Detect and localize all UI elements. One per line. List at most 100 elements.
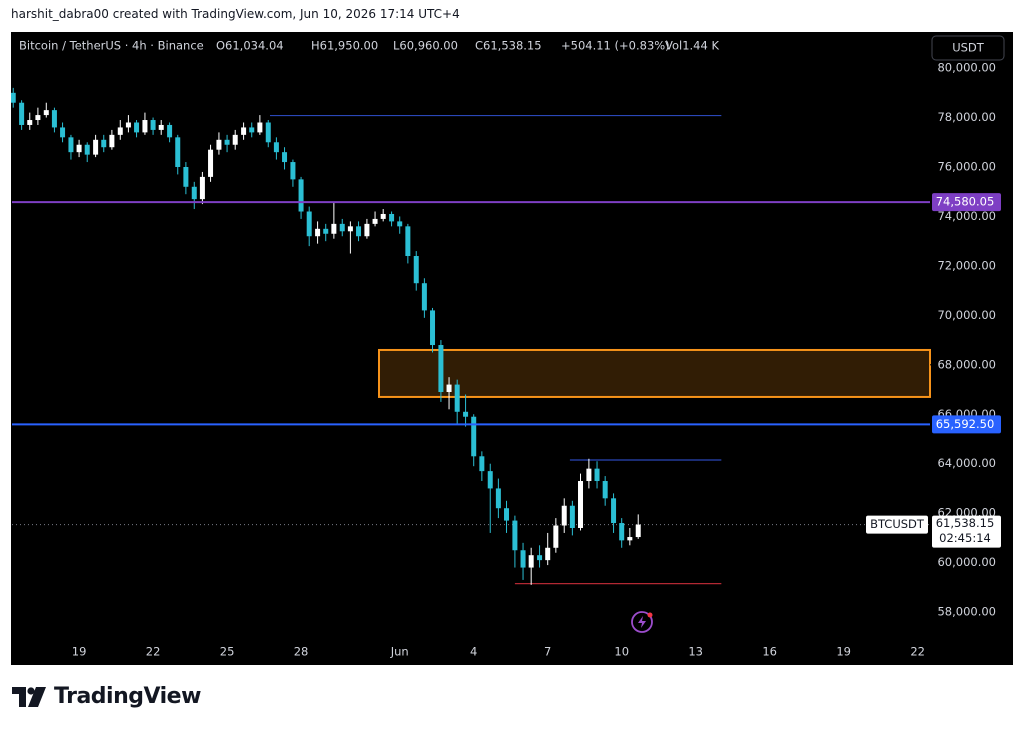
candle-body: [331, 223, 337, 234]
ohlc-value: C61,538.15: [475, 39, 542, 53]
candle-body: [512, 520, 518, 551]
countdown-label: 02:45:14: [939, 531, 991, 545]
candle-body: [561, 505, 567, 526]
candle-body: [257, 122, 263, 133]
ohlc-value: H61,950.00: [311, 39, 378, 53]
candle-body: [372, 218, 378, 224]
y-tick-label: 74,000.00: [937, 209, 996, 223]
candle-body: [339, 223, 345, 232]
candle-body: [19, 102, 25, 125]
price-label: 65,592.50: [936, 417, 995, 431]
candle-body: [578, 481, 584, 528]
candle-body: [397, 221, 403, 227]
candle-body: [454, 384, 460, 412]
footer-logo: TradingView: [12, 684, 201, 709]
candle-body: [380, 213, 386, 219]
candle-body: [93, 139, 99, 155]
alert-icon[interactable]: [631, 611, 653, 633]
y-tick-label: 72,000.00: [937, 258, 996, 272]
candle-body: [602, 481, 608, 499]
y-tick-label: 64,000.00: [937, 456, 996, 470]
x-tick-label: 7: [544, 645, 551, 659]
candle-body: [191, 186, 197, 200]
x-tick-label: 16: [762, 645, 777, 659]
candle-body: [569, 505, 575, 528]
candle-body: [635, 524, 641, 538]
candle-body: [117, 127, 123, 135]
symbol-label: BTCUSDT: [870, 517, 925, 531]
candle-body: [84, 144, 90, 155]
x-tick-label: 19: [836, 645, 851, 659]
candle-body: [430, 310, 436, 346]
candle-body: [125, 122, 131, 128]
zone-box: [378, 348, 931, 398]
candle-body: [109, 134, 115, 148]
x-tick-label: 13: [688, 645, 703, 659]
candle-body: [356, 226, 362, 237]
candle-body: [101, 139, 107, 148]
candle-body: [208, 149, 214, 177]
candle-body: [323, 228, 329, 234]
candle-body: [479, 456, 485, 472]
last-price-box: [932, 515, 1001, 548]
candle-body: [364, 223, 370, 237]
candle-body: [68, 137, 74, 153]
last-price-label: 61,538.15: [936, 516, 995, 530]
chart: Bitcoin / TetherUS · 4h · Binance O61,03…: [11, 32, 1013, 665]
candle-body: [150, 120, 156, 130]
candle-body: [60, 127, 66, 138]
candle-body: [43, 110, 49, 116]
candle-body: [282, 152, 288, 163]
candle-body: [167, 124, 173, 138]
candle-body: [35, 115, 41, 121]
candle-body: [627, 537, 633, 541]
x-tick-label: 4: [470, 645, 477, 659]
ohlc-legend: O61,034.04 H61,950.00 L60,960.00 C61,538.15…: [216, 39, 719, 53]
y-tick-label: 78,000.00: [937, 110, 996, 124]
candle-body: [249, 127, 255, 133]
ohlc-value: +504.11 (+0.83%): [561, 39, 670, 53]
candle-body: [306, 211, 312, 237]
ohlc-value: Vol1.44 K: [665, 39, 719, 53]
candle-body: [315, 228, 321, 237]
currency-label[interactable]: USDT: [952, 41, 985, 55]
candle-body: [232, 134, 238, 145]
ohlc-value: O61,034.04: [216, 39, 284, 53]
candle-body: [51, 110, 57, 128]
candle-body: [553, 525, 559, 548]
x-tick-label: 19: [72, 645, 87, 659]
candle-body: [158, 124, 164, 130]
x-tick-label: 22: [146, 645, 161, 659]
candle-body: [11, 92, 16, 103]
candle-body: [265, 122, 271, 143]
candle-body: [183, 167, 189, 187]
currency-button[interactable]: [931, 35, 1005, 61]
symbol-label-box: [866, 515, 928, 534]
y-tick-label: 60,000.00: [937, 555, 996, 569]
candle-body: [487, 471, 493, 489]
y-tick-label: 70,000.00: [937, 308, 996, 322]
candle-body: [520, 550, 526, 568]
candle-body: [224, 139, 230, 145]
candle-body: [545, 547, 551, 561]
candle-body: [537, 555, 543, 561]
price-label-box: [932, 415, 1001, 434]
candle-body: [413, 256, 419, 284]
plot-area: [11, 87, 931, 585]
candle-body: [290, 162, 296, 180]
candle-body: [76, 144, 82, 153]
logo-icon: [12, 686, 46, 707]
x-tick-label: Jun: [390, 645, 409, 659]
price-label: 74,580.05: [936, 195, 995, 209]
ohlc-value: L60,960.00: [393, 39, 458, 53]
candle-body: [175, 137, 181, 168]
price-label-box: [932, 193, 1001, 212]
candle-body: [347, 226, 353, 232]
candle-body: [241, 127, 247, 135]
x-tick-label: 10: [614, 645, 629, 659]
candle-body: [504, 508, 510, 521]
candle-body: [273, 142, 279, 153]
candle-body: [389, 213, 395, 222]
candle-body: [298, 179, 304, 212]
candle-body: [619, 523, 625, 541]
